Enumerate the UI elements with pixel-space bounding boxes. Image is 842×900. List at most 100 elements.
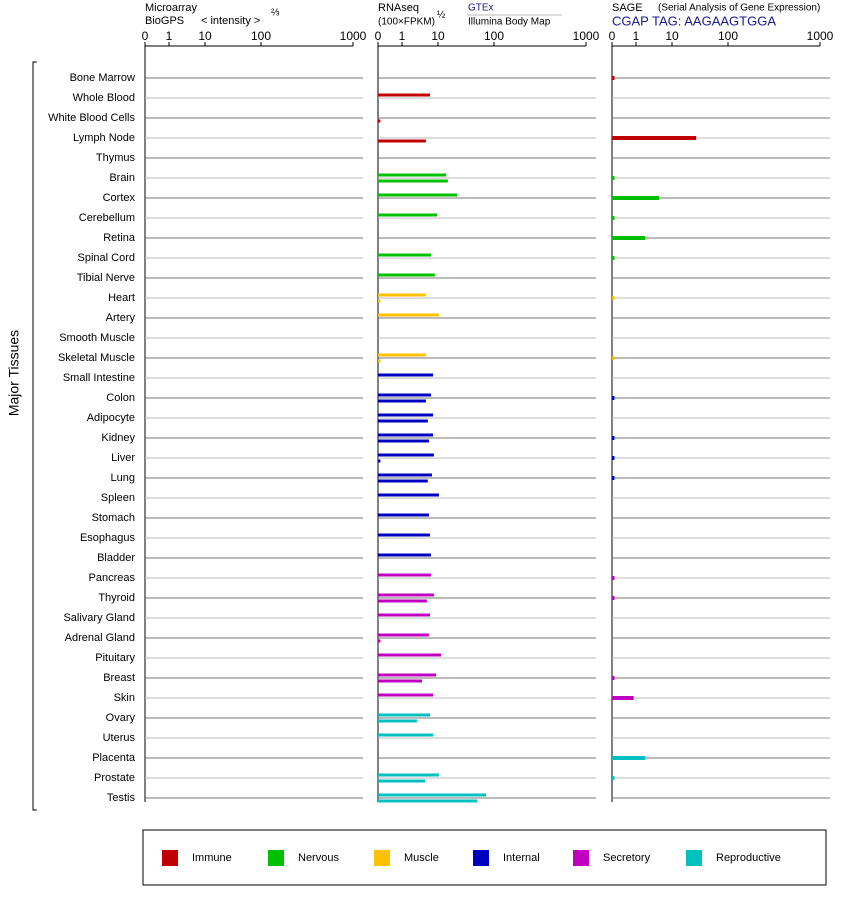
category-label: Stomach: [92, 512, 135, 524]
category-label: Adrenal Gland: [65, 632, 135, 644]
category-label: Uterus: [103, 732, 136, 744]
x-tick-label: 10: [198, 29, 212, 43]
bar: [612, 76, 615, 80]
x-tick-label: 1000: [573, 29, 600, 43]
panel-unit-power: ⅔: [271, 8, 280, 19]
category-label: Colon: [106, 392, 135, 404]
x-tick-label: 1: [399, 29, 406, 43]
bar: [378, 359, 381, 363]
category-label: Adipocyte: [87, 412, 135, 424]
category-label: Testis: [107, 792, 136, 804]
bar: [378, 733, 434, 737]
y-axis-label: Major Tissues: [6, 330, 22, 416]
bar: [378, 119, 381, 123]
panel-unit-power: ½: [437, 10, 446, 21]
legend-swatch: [268, 850, 284, 866]
bar: [378, 179, 448, 183]
bar: [612, 356, 615, 360]
category-label: Salivary Gland: [63, 612, 135, 624]
category-label: Brain: [109, 172, 135, 184]
bar: [612, 676, 615, 680]
category-label: Spleen: [101, 492, 135, 504]
x-tick-label: 100: [718, 29, 738, 43]
bar: [378, 779, 426, 783]
category-label: Lung: [111, 472, 135, 484]
bar: [612, 776, 615, 780]
bar: [612, 236, 646, 240]
bar: [612, 576, 615, 580]
category-label: Spinal Cord: [78, 252, 135, 264]
bar: [612, 136, 697, 140]
bar: [378, 533, 431, 537]
category-label: Heart: [108, 292, 135, 304]
x-tick-label: 1000: [807, 29, 834, 43]
category-label: Bladder: [97, 552, 135, 564]
bracket: [32, 61, 37, 811]
bar: [378, 273, 435, 277]
legend-label: Secretory: [603, 852, 651, 864]
legend-label: Muscle: [404, 852, 439, 864]
series-label: Illumina Body Map: [468, 17, 551, 28]
bar: [378, 433, 434, 437]
bar: [378, 593, 434, 597]
category-label: Liver: [111, 452, 135, 464]
bar: [378, 479, 428, 483]
bar: [378, 93, 431, 97]
category-label: Thyroid: [98, 592, 135, 604]
bar: [612, 176, 615, 180]
bar: [378, 413, 434, 417]
bar: [378, 673, 437, 677]
bar: [612, 696, 634, 700]
x-tick-label: 100: [251, 29, 271, 43]
bar: [378, 253, 432, 257]
bar: [378, 173, 447, 177]
category-label: Pituitary: [95, 652, 135, 664]
x-tick-label: 1000: [340, 29, 367, 43]
bar: [378, 139, 426, 143]
bar: [612, 296, 615, 300]
x-tick-label: 0: [142, 29, 149, 43]
bar: [378, 459, 381, 463]
x-tick-label: 1: [633, 29, 640, 43]
category-label: Cerebellum: [79, 212, 135, 224]
x-tick-label: 100: [484, 29, 504, 43]
sage-tag: CGAP TAG: AAGAAGTGGA: [612, 13, 776, 28]
category-label: Small Intestine: [63, 372, 135, 384]
legend-swatch: [374, 850, 390, 866]
bar: [378, 679, 423, 683]
bar: [378, 653, 441, 657]
bar: [378, 793, 487, 797]
bar: [612, 216, 615, 220]
panel-subtitle: BioGPS: [145, 15, 184, 27]
category-label: Skin: [114, 692, 135, 704]
bar: [378, 439, 429, 443]
category-label: Pancreas: [89, 572, 136, 584]
bar: [378, 713, 431, 717]
x-tick-label: 10: [431, 29, 445, 43]
legend-swatch: [473, 850, 489, 866]
bar: [378, 373, 434, 377]
legend-label: Internal: [503, 852, 540, 864]
panel-title: Microarray: [145, 2, 197, 14]
bar: [378, 419, 428, 423]
legend-label: Immune: [192, 852, 232, 864]
x-tick-label: 0: [609, 29, 616, 43]
legend-swatch: [686, 850, 702, 866]
category-label: White Blood Cells: [48, 112, 135, 124]
bar: [378, 719, 417, 723]
category-label: Whole Blood: [73, 92, 135, 104]
bar: [378, 393, 432, 397]
bar: [612, 256, 615, 260]
bar: [378, 353, 426, 357]
x-tick-label: 10: [665, 29, 679, 43]
bar: [378, 553, 432, 557]
category-label: Cortex: [103, 192, 136, 204]
bar: [378, 193, 458, 197]
bar: [612, 436, 615, 440]
category-label: Smooth Muscle: [59, 332, 135, 344]
panel-subtitle: (Serial Analysis of Gene Expression): [658, 3, 820, 14]
bar: [378, 599, 427, 603]
category-label: Placenta: [92, 752, 136, 764]
bar: [378, 773, 439, 777]
